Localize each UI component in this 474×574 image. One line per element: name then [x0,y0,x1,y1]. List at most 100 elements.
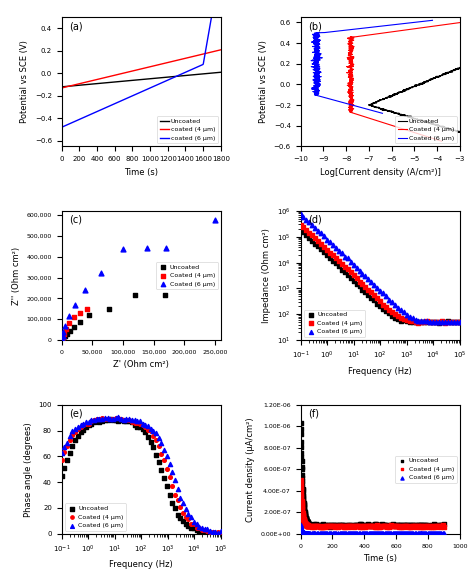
Point [214,528,222,537]
Point [383,522,390,531]
Point [420,529,428,538]
Point [355,529,362,538]
Point [306,520,313,529]
Point [305,519,312,528]
Point [299,526,306,536]
Point [195,522,203,532]
Point [115,413,122,422]
Point [300,514,307,523]
Point [298,453,305,462]
Point [190,519,198,529]
Point [335,529,343,538]
Point [329,250,337,259]
Point [85,419,92,428]
Point [424,529,431,538]
Point [429,522,437,531]
Point [299,505,306,514]
Point [447,317,455,327]
Point [337,529,345,538]
Point [301,510,309,519]
Point [88,420,95,429]
Point [339,521,346,530]
Point [317,529,324,538]
Point [316,529,323,538]
Point [80,426,87,435]
Point [142,428,149,437]
Point [303,529,310,538]
Point [329,521,337,530]
Point [403,310,410,319]
Point [305,521,312,530]
Point [312,529,319,538]
Point [303,517,311,526]
Point [387,528,394,537]
Point [301,529,309,538]
Point [374,293,381,302]
Point [337,522,345,531]
Point [334,522,342,531]
Point [299,527,306,536]
Point [392,522,400,531]
Point [302,514,310,523]
Point [150,426,157,435]
Point [444,317,452,327]
Point [438,522,446,531]
Point [375,529,383,538]
Point [382,522,389,531]
Point [302,529,310,538]
Point [362,272,369,281]
Point [305,518,312,528]
Point [314,529,321,538]
Point [304,521,312,530]
Point [300,528,308,537]
Point [453,317,461,327]
Point [163,481,171,490]
Point [314,522,321,531]
Point [211,216,219,225]
Point [336,521,344,530]
Point [201,525,209,534]
Point [365,520,373,529]
Point [382,529,389,538]
Point [340,521,347,530]
Point [297,443,305,452]
Point [142,420,149,429]
Point [117,415,125,424]
Point [369,521,377,530]
Point [388,529,395,538]
Point [330,522,337,531]
Point [365,290,372,299]
Point [359,285,366,294]
Point [304,518,311,527]
Point [332,529,340,538]
Point [302,520,310,529]
Point [299,483,306,492]
Point [301,517,308,526]
Point [58,335,65,344]
Point [302,529,310,538]
Point [334,529,342,538]
Point [369,528,377,537]
Point [195,526,203,535]
Point [417,528,424,537]
Point [416,520,423,529]
Point [315,521,322,530]
Point [128,417,136,426]
Point [301,528,309,537]
Point [432,317,440,327]
Point [302,515,310,525]
Point [403,521,410,530]
Point [418,529,425,538]
Point [204,525,211,534]
Point [163,464,171,473]
Point [397,522,405,531]
Point [58,335,65,344]
Point [298,448,305,457]
Point [361,529,369,538]
Point [303,529,310,538]
Point [117,415,125,424]
Point [412,315,419,324]
Point [372,529,380,538]
Point [297,418,304,428]
Point [120,417,128,426]
